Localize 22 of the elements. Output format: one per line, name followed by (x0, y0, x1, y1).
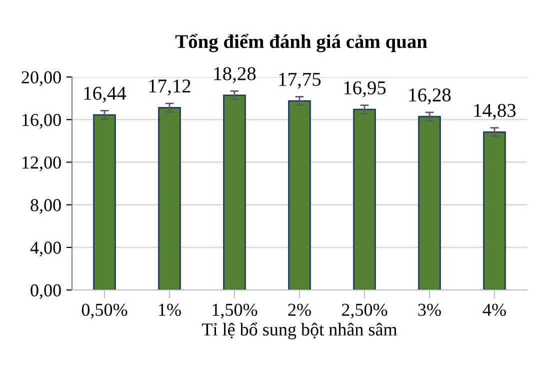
chart-title: Tổng điểm đánh giá cảm quan (175, 34, 428, 52)
x-tick-label: 1% (159, 304, 181, 316)
data-label: 17,75 (279, 72, 321, 89)
x-tick-label: 2% (288, 304, 311, 316)
x-tick-label: 2,50% (342, 304, 388, 318)
y-tick-label: 8,00 (30, 199, 61, 214)
x-tick-label: 4% (482, 304, 506, 316)
y-tick-label: 20,00 (22, 71, 61, 86)
y-tick-label: 0,00 (30, 284, 61, 300)
y-tick-label: 4,00 (30, 242, 61, 256)
data-label: 17,12 (149, 80, 190, 96)
x-axis-title: Tỉ lệ bổ sung bột nhân sâm (202, 322, 398, 340)
x-tick-label: 1,50% (212, 304, 258, 318)
data-label: 16,28 (409, 88, 451, 104)
data-label: 16,95 (344, 81, 386, 98)
y-tick-label: 12,00 (22, 156, 61, 172)
data-label: 14,83 (474, 104, 516, 120)
x-tick-label: 0,50% (82, 304, 128, 318)
x-tick-label: 3% (418, 304, 441, 316)
data-label: 16,44 (84, 86, 126, 103)
data-label: 18,28 (214, 67, 256, 84)
y-tick-label: 16,00 (22, 114, 61, 129)
